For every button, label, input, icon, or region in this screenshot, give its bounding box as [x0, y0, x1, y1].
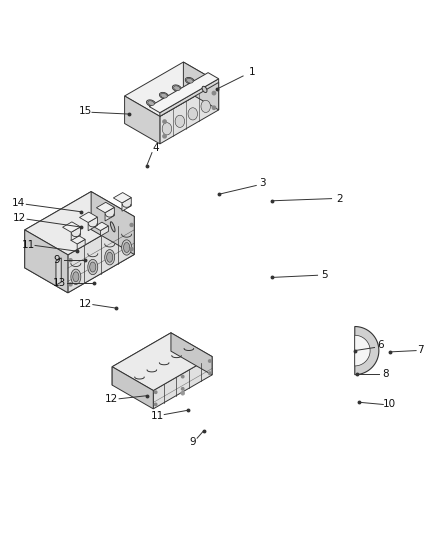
Text: 4: 4: [152, 143, 159, 154]
Ellipse shape: [148, 101, 154, 106]
Text: 3: 3: [259, 178, 266, 188]
Text: 5: 5: [321, 270, 328, 280]
Ellipse shape: [110, 222, 115, 232]
Text: 10: 10: [383, 399, 396, 409]
Polygon shape: [112, 333, 212, 391]
Polygon shape: [25, 230, 68, 293]
Ellipse shape: [106, 252, 113, 262]
Polygon shape: [25, 230, 134, 293]
Circle shape: [163, 120, 166, 123]
Circle shape: [163, 134, 166, 138]
Ellipse shape: [175, 115, 184, 127]
Text: 14: 14: [12, 198, 25, 208]
Ellipse shape: [185, 77, 194, 84]
Circle shape: [69, 259, 72, 262]
Polygon shape: [91, 191, 134, 254]
Ellipse shape: [124, 243, 130, 253]
Ellipse shape: [187, 78, 193, 83]
Polygon shape: [88, 217, 97, 231]
Circle shape: [181, 387, 184, 390]
Text: 9: 9: [53, 255, 60, 265]
Text: 9: 9: [189, 437, 196, 447]
Polygon shape: [77, 239, 85, 249]
Ellipse shape: [201, 100, 211, 112]
Ellipse shape: [122, 240, 131, 255]
Polygon shape: [171, 333, 212, 375]
Text: 6: 6: [378, 341, 385, 350]
Text: 1: 1: [248, 67, 255, 77]
Circle shape: [208, 360, 211, 362]
Polygon shape: [355, 335, 370, 366]
Text: 15: 15: [79, 106, 92, 116]
Polygon shape: [160, 79, 219, 116]
Text: 2: 2: [336, 193, 343, 204]
Polygon shape: [68, 216, 134, 293]
Polygon shape: [160, 83, 219, 144]
Polygon shape: [113, 192, 131, 203]
Polygon shape: [63, 222, 81, 232]
Polygon shape: [149, 72, 219, 112]
Polygon shape: [94, 222, 108, 231]
Polygon shape: [112, 367, 153, 409]
Polygon shape: [25, 191, 134, 255]
Text: 12: 12: [13, 213, 26, 223]
Polygon shape: [124, 62, 219, 116]
Circle shape: [208, 372, 211, 374]
Ellipse shape: [202, 86, 207, 93]
Ellipse shape: [188, 108, 198, 120]
Circle shape: [212, 91, 215, 95]
Polygon shape: [105, 207, 114, 221]
Text: 12: 12: [105, 394, 118, 404]
Ellipse shape: [90, 262, 96, 272]
Text: 7: 7: [417, 345, 424, 355]
Ellipse shape: [105, 249, 115, 265]
Ellipse shape: [161, 93, 167, 98]
Polygon shape: [71, 236, 85, 244]
Text: 11: 11: [151, 411, 164, 421]
Polygon shape: [124, 96, 160, 144]
Ellipse shape: [73, 272, 79, 282]
Polygon shape: [184, 62, 219, 110]
Polygon shape: [122, 198, 131, 211]
Polygon shape: [100, 226, 108, 236]
Circle shape: [130, 247, 133, 251]
Text: 8: 8: [382, 369, 389, 379]
Text: 13: 13: [53, 278, 66, 288]
Polygon shape: [71, 227, 81, 240]
Circle shape: [155, 403, 157, 406]
Ellipse shape: [159, 92, 169, 99]
Circle shape: [212, 106, 215, 109]
Ellipse shape: [173, 86, 180, 91]
Circle shape: [69, 283, 72, 286]
Ellipse shape: [71, 269, 81, 285]
Circle shape: [130, 223, 133, 227]
Text: 12: 12: [79, 298, 92, 309]
Text: 11: 11: [22, 240, 35, 249]
Circle shape: [181, 391, 184, 395]
Circle shape: [181, 375, 184, 378]
Ellipse shape: [146, 100, 155, 107]
Ellipse shape: [172, 85, 181, 92]
Ellipse shape: [88, 260, 98, 274]
Ellipse shape: [162, 123, 172, 135]
Polygon shape: [355, 327, 379, 375]
Polygon shape: [25, 191, 91, 268]
Polygon shape: [112, 333, 171, 385]
Polygon shape: [96, 203, 114, 213]
Polygon shape: [153, 357, 212, 409]
Polygon shape: [56, 258, 61, 285]
Circle shape: [155, 391, 157, 393]
Polygon shape: [80, 212, 97, 222]
